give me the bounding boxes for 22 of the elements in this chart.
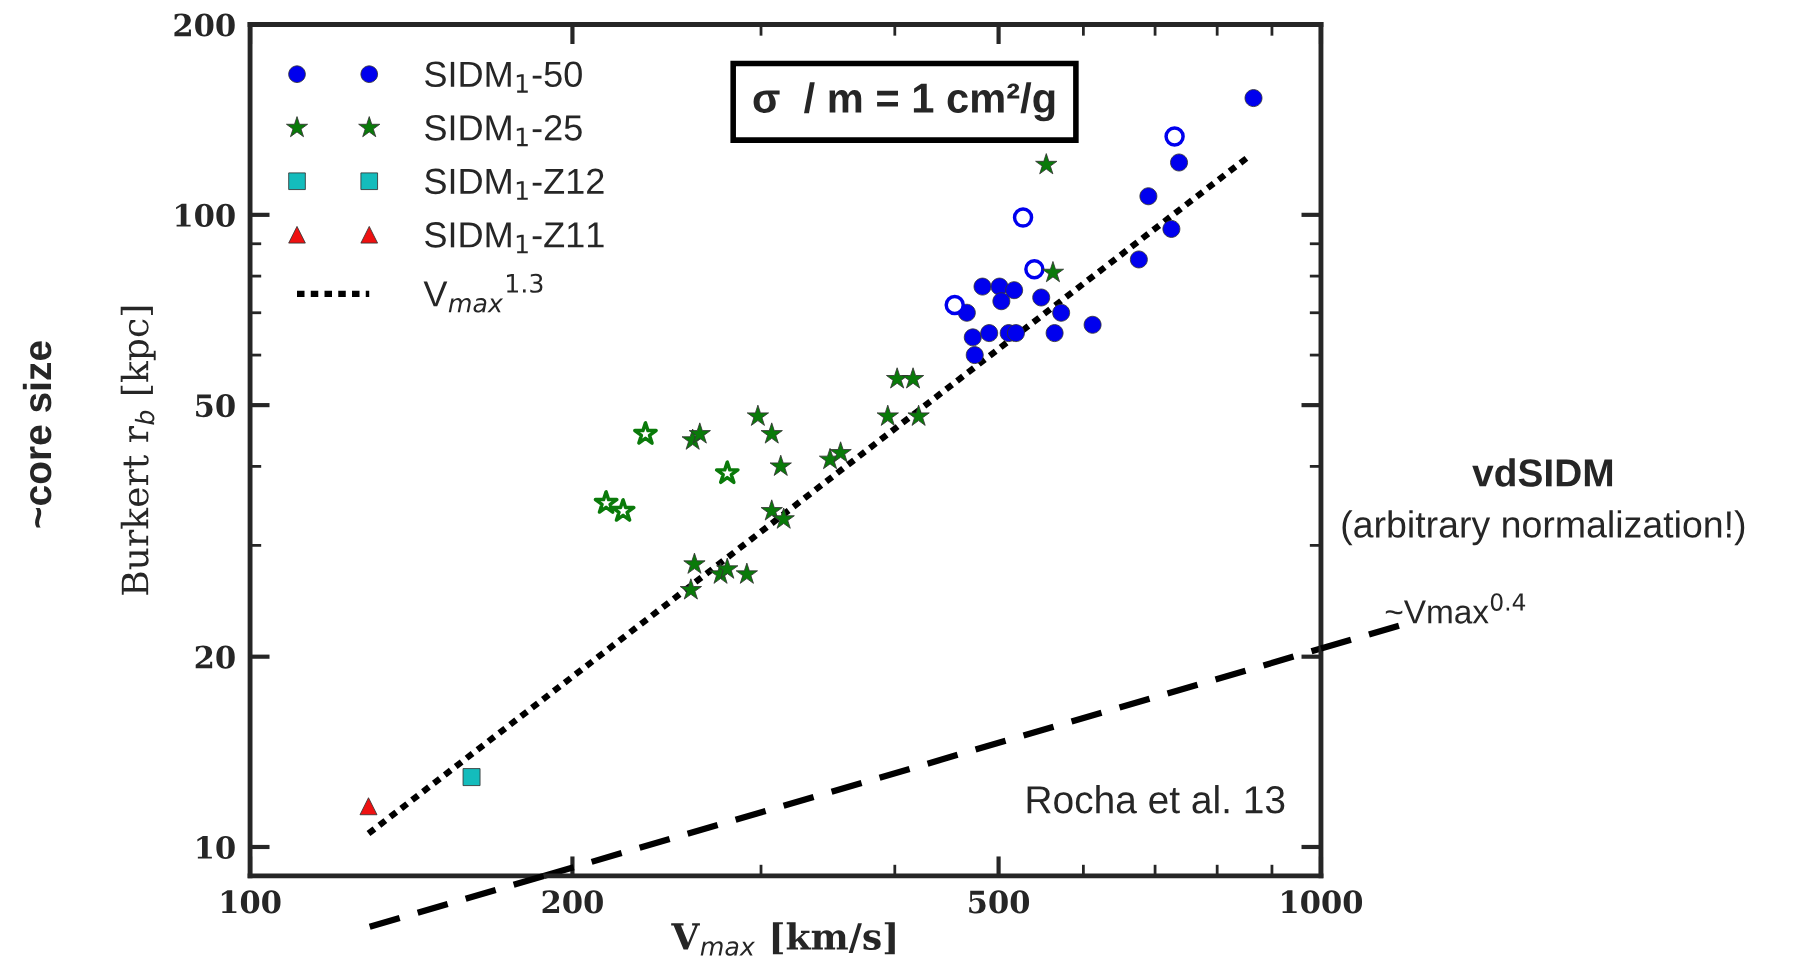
y-tick-label: 50 [196, 394, 235, 418]
text: (arbitrary normalization!) [1342, 510, 1745, 546]
x-tick-label: 500 [969, 890, 1030, 914]
legend-label: SIDM$_{1}$-50 [425, 61, 582, 93]
y-tick-label: 100 [176, 203, 235, 227]
text: ~Vmax$^{0.4}$ [1385, 593, 1526, 624]
text: vdSIDM [1472, 458, 1613, 487]
x-tick-label: 100 [221, 890, 281, 914]
legend-label: V$_{max}$$^{1.3}$ [423, 273, 543, 313]
annotation: σ / m = 1 cm²/g [753, 82, 1055, 122]
y-tick-label: 10 [197, 835, 235, 860]
text: ~core size [22, 341, 52, 528]
y-tick-label: 200 [174, 13, 235, 37]
y-axis-title: Burkert r$_{b}$ [kpc] [120, 306, 156, 595]
x-tick-label: 200 [542, 890, 603, 914]
legend-label: SIDM$_{1}$-25 [425, 115, 582, 147]
legend-label: SIDM$_{1}$-Z12 [425, 168, 604, 200]
annotation: Rocha et al. 13 [1027, 785, 1285, 814]
x-tick-label: 1000 [1282, 890, 1363, 914]
x-axis-title: V$_{max}$ [km/s] [671, 922, 895, 956]
legend-label: SIDM$_{1}$-Z11 [425, 222, 604, 254]
y-tick-label: 20 [195, 645, 235, 669]
